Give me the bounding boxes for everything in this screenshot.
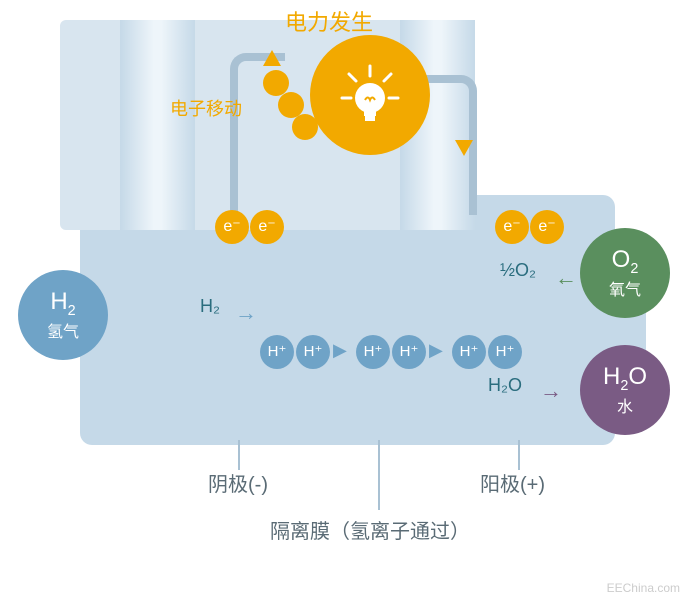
h2-flow-arrow: → xyxy=(235,300,257,326)
hydrogen-ion: H⁺ xyxy=(356,335,390,369)
water-output-circle: H2O 水 xyxy=(580,345,670,435)
electron-movement-label: 电子移动 xyxy=(170,95,242,121)
o2-flow-arrow: ← xyxy=(555,265,577,291)
h2o-inline-label: H₂O xyxy=(488,375,522,396)
o2-inline-label: ½O₂ xyxy=(500,260,536,281)
o2-formula: O2 xyxy=(612,246,639,277)
electron-particle: e⁻ xyxy=(215,210,249,244)
cathode-label: 阳极(+) xyxy=(480,468,545,497)
h2o-name: 水 xyxy=(617,393,633,417)
o2-name: 氧气 xyxy=(609,276,641,300)
hydrogen-ion: H⁺ xyxy=(392,335,426,369)
fuel-cell-diagram: 电力发生 电子移动 e⁻e⁻e⁻e⁻ H⁺H⁺H⁺H⁺H⁺H⁺ ▶▶ H2 氢气… xyxy=(0,0,690,600)
hydrogen-ion: H⁺ xyxy=(452,335,486,369)
electron-particle: e⁻ xyxy=(530,210,564,244)
ion-flow-arrow: ▶ xyxy=(429,340,443,361)
h2o-formula: H2O xyxy=(603,363,647,394)
tick-line xyxy=(238,440,240,470)
hydrogen-ion: H⁺ xyxy=(296,335,330,369)
h2-name: 氢气 xyxy=(47,318,79,342)
lightbulb-icon xyxy=(310,35,430,155)
tick-line xyxy=(518,440,520,470)
power-generation-title: 电力发生 xyxy=(285,5,373,37)
watermark: EEChina.com xyxy=(607,581,680,595)
arrow-electron-down xyxy=(455,140,473,156)
hydrogen-ion: H⁺ xyxy=(260,335,294,369)
anode-electrode xyxy=(120,20,195,230)
anode-label: 阴极(-) xyxy=(208,468,268,497)
membrane-label: 隔离膜（氢离子通过） xyxy=(270,515,470,544)
tick-line xyxy=(378,440,380,510)
arrow-electron-up xyxy=(263,50,281,66)
hydrogen-ion: H⁺ xyxy=(488,335,522,369)
h2-inline-label: H₂ xyxy=(200,296,220,317)
h2-formula: H2 xyxy=(50,288,75,319)
hydrogen-input-circle: H2 氢气 xyxy=(18,270,108,360)
ion-flow-arrow: ▶ xyxy=(333,340,347,361)
electron-particle: e⁻ xyxy=(495,210,529,244)
h2o-flow-arrow: → xyxy=(540,378,562,404)
electron-particle: e⁻ xyxy=(250,210,284,244)
oxygen-input-circle: O2 氧气 xyxy=(580,228,670,318)
